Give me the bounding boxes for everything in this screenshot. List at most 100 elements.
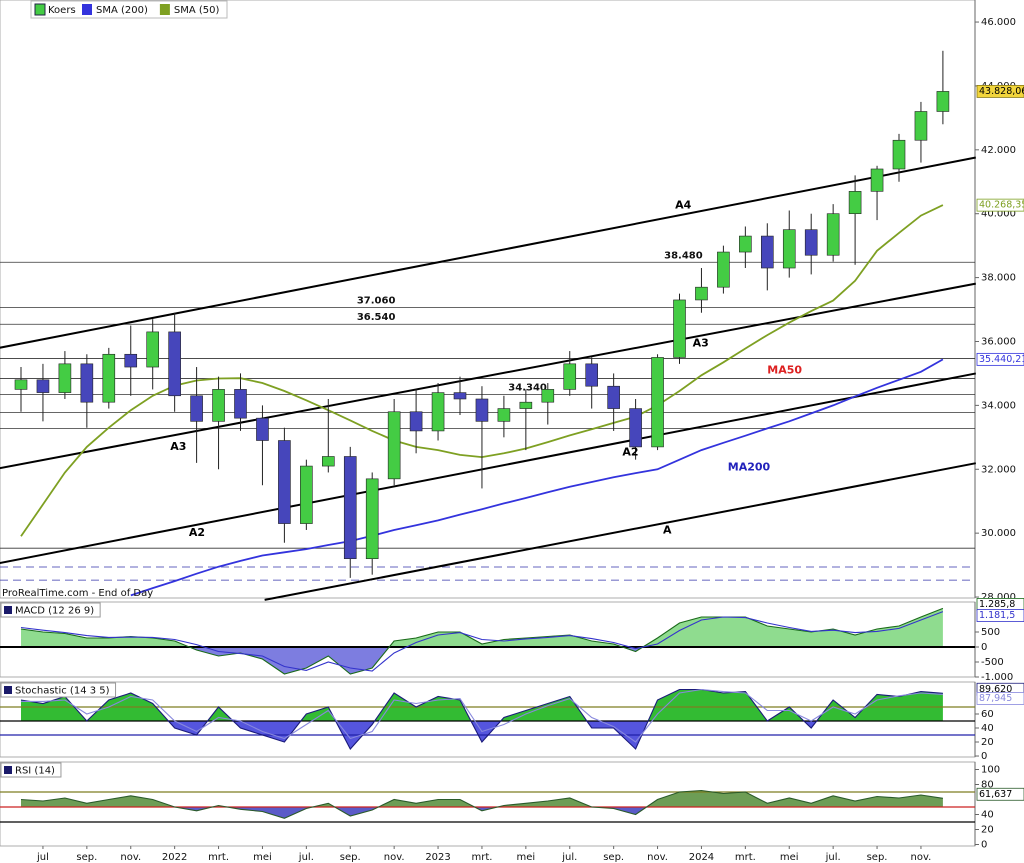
area-below (21, 807, 943, 819)
panel-icon (4, 686, 12, 694)
candle-body (607, 385, 620, 409)
candle-body (80, 363, 94, 403)
candle-body (475, 398, 489, 422)
last-value-box (976, 198, 1024, 212)
candle-body (695, 286, 708, 301)
indicator-line (20, 607, 944, 675)
candle-body (58, 363, 72, 393)
candle-body (739, 235, 752, 253)
candle-body (519, 401, 533, 409)
candle-body (431, 392, 445, 432)
horizontal-line-label: 34.340 (508, 383, 547, 394)
candle-body (826, 213, 840, 256)
x-tick-label: mei (780, 852, 799, 863)
y-tick-label: 40 (981, 723, 994, 734)
indicator-line (21, 688, 943, 743)
y-tick-label: 30.000 (981, 528, 1016, 539)
x-tick-label: mei (253, 852, 272, 863)
x-tick-label: nov. (120, 852, 141, 863)
y-tick-label: 38.000 (981, 273, 1016, 284)
annotation: A2 (622, 445, 638, 458)
candle-body (190, 395, 203, 422)
y-tick-label: 42.000 (981, 145, 1016, 156)
panel-title: RSI (14) (15, 766, 55, 777)
last-value-box (976, 352, 1024, 366)
trend-line (0, 156, 977, 349)
last-value-box (976, 609, 1024, 622)
candle-body (717, 251, 730, 288)
candle-body (848, 191, 862, 215)
x-tick-label: nov. (911, 852, 932, 863)
candle-body (453, 392, 467, 400)
candle-body (387, 411, 401, 480)
panel (0, 0, 976, 599)
candle-body (365, 478, 379, 560)
annotation: MA200 (728, 460, 771, 473)
indicator-line (20, 789, 943, 819)
panel-title: Stochastic (14 3 5) (15, 686, 110, 697)
x-tick-label: 2022 (162, 852, 187, 863)
x-tick-label: nov. (647, 852, 668, 863)
indicator-line (20, 688, 943, 750)
candle-body (563, 363, 577, 390)
candle-body (782, 229, 796, 269)
y-tick-label: 0 (981, 751, 987, 762)
sma-line (130, 358, 944, 597)
candle-body (321, 456, 335, 467)
area-below (21, 647, 943, 674)
candle-body (651, 357, 664, 448)
x-tick-label: jul. (825, 852, 841, 863)
candle-body (212, 389, 225, 422)
y-tick-label: 40 (981, 810, 994, 821)
candle-body (892, 139, 906, 170)
annotation: A3 (693, 336, 709, 349)
x-tick-label: mrt. (208, 852, 229, 863)
x-tick-label: sep. (603, 852, 624, 863)
candle-body (870, 168, 884, 192)
annotation: A (663, 523, 672, 536)
y-tick-label: 20 (981, 737, 994, 748)
candle-body (804, 229, 818, 256)
y-tick-label: 80 (981, 780, 994, 791)
y-tick-label: 34.000 (981, 400, 1016, 411)
x-tick-label: sep. (867, 852, 888, 863)
candle-body (585, 363, 599, 387)
candle-body (300, 465, 313, 524)
legend-swatch (82, 4, 92, 15)
y-tick-label: 0 (981, 840, 987, 851)
last-value-label: 35.440,21 (979, 354, 1024, 365)
y-tick-label: 500 (981, 627, 1000, 638)
y-tick-label: 100 (981, 765, 1000, 776)
last-value-label: 1.285,8 (979, 599, 1015, 610)
panel-title-box (0, 762, 62, 778)
candle-body (256, 417, 269, 441)
x-tick-label: 2023 (425, 852, 450, 863)
last-value-label: 40.268,35 (979, 200, 1024, 211)
trend-line (264, 462, 977, 601)
x-tick-label: sep. (340, 852, 361, 863)
candle-body (673, 299, 686, 358)
y-tick-label: 32.000 (981, 464, 1016, 475)
candle-body (278, 440, 291, 524)
x-tick-label: jul (36, 852, 49, 863)
y-tick-label: 28.000 (981, 592, 1016, 603)
indicator-line (20, 611, 944, 672)
horizontal-line-label: 38.480 (664, 250, 703, 261)
panel-title-box (0, 602, 101, 618)
candle-body (36, 379, 50, 393)
x-tick-label: mrt. (471, 852, 492, 863)
x-tick-label: mrt. (735, 852, 756, 863)
legend-label: SMA (200) (96, 5, 148, 16)
legend-label: Koers (48, 5, 76, 16)
x-tick-label: sep. (76, 852, 97, 863)
last-value-box (976, 787, 1024, 801)
candle-body (234, 389, 247, 419)
annotation: A3 (170, 440, 186, 453)
y-tick-label: 60 (981, 709, 994, 720)
candle-body (497, 408, 511, 422)
last-value-box (976, 85, 1024, 98)
y-tick-label: 20 (981, 825, 994, 836)
candle-body (343, 456, 357, 560)
horizontal-line-label: 37.060 (357, 296, 396, 307)
